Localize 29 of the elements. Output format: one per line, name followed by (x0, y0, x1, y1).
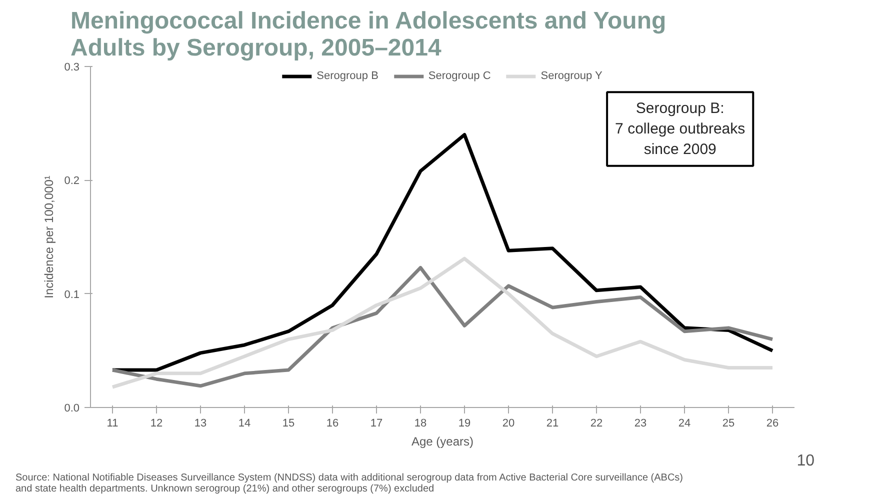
x-tick-label: 17 (370, 418, 383, 430)
x-tick-label: 18 (414, 418, 427, 430)
x-tick-label: 25 (722, 418, 735, 430)
y-tick-label: 0.0 (64, 402, 80, 414)
source-note: Source: National Notifiable Diseases Surveillance System (NNDSS) data with additional serogroup data from Active Bacterial Core surveillance (ABCs) and state health departments. Unknown serogroup (21%) and other serogroups (7%) excluded (16, 472, 684, 494)
x-tick-label: 24 (678, 418, 691, 430)
x-tick-label: 12 (150, 418, 163, 430)
legend-label: Serogroup C (428, 70, 491, 82)
x-tick-label: 16 (326, 418, 339, 430)
y-axis-title: Incidence per 100,000¹ (42, 176, 56, 298)
x-tick-label: 13 (194, 418, 207, 430)
x-tick-label: 26 (766, 418, 779, 430)
x-axis-title: Age (years) (411, 434, 474, 448)
x-tick-label: 14 (238, 418, 251, 430)
x-tick-label: 23 (634, 418, 647, 430)
y-tick-label: 0.3 (64, 62, 80, 74)
x-tick-label: 22 (590, 418, 603, 430)
x-tick-label: 15 (282, 418, 295, 430)
legend-label: Serogroup Y (540, 70, 602, 82)
x-tick-label: 20 (502, 418, 515, 430)
text: 10 (796, 452, 815, 470)
chart-title: Meningococcal Incidence in Adolescents and Young Adults by Serogroup, 2005–2014 (70, 8, 666, 62)
y-tick-label: 0.1 (64, 288, 80, 301)
legend-label: Serogroup B (316, 70, 378, 82)
annotation: Serogroup B: 7 college outbreaks since 2009 (615, 100, 746, 158)
x-tick-label: 19 (458, 418, 471, 430)
x-tick-label: 21 (546, 418, 559, 430)
x-tick-label: 11 (106, 418, 118, 430)
y-tick-label: 0.2 (64, 175, 80, 188)
